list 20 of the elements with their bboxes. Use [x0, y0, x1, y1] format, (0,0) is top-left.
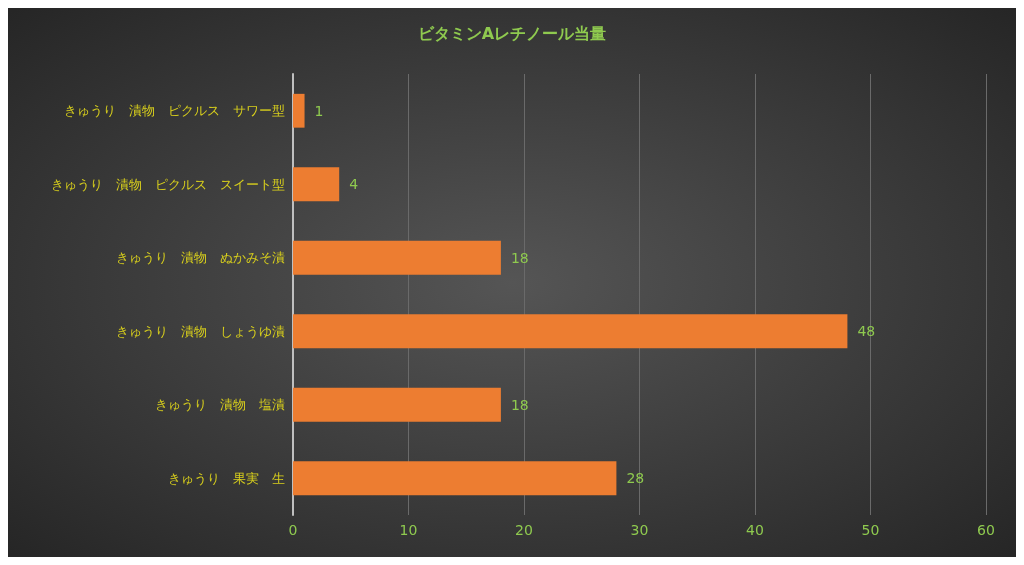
y-tick-label: きゅうり 漬物 塩漬: [155, 397, 285, 413]
y-tick-label: きゅうり 漬物 ピクルス サワー型: [64, 103, 285, 119]
y-tick-label: きゅうり 果実 生: [168, 470, 285, 486]
data-label: 18: [510, 249, 529, 266]
x-tick-label: 60: [977, 522, 995, 538]
x-tick-label: 30: [630, 522, 649, 538]
y-tick-label: きゅうり 漬物 ぬかみそ漬: [116, 250, 285, 266]
x-tick-label: 0: [288, 522, 298, 538]
data-label: 1: [314, 102, 324, 119]
chart-title: ビタミンAレチノール当量: [417, 23, 607, 43]
x-tick-label: 50: [861, 522, 880, 538]
data-label: 28: [626, 470, 645, 487]
y-tick-label: きゅうり 漬物 しょうゆ漬: [116, 323, 285, 339]
data-label: 18: [510, 396, 529, 413]
y-tick-label: きゅうり 漬物 ピクルス スイート型: [51, 176, 285, 192]
x-tick-label: 10: [399, 522, 418, 538]
x-tick-label: 40: [746, 522, 764, 538]
x-tick-label: 20: [515, 522, 533, 538]
data-label: 48: [857, 323, 876, 340]
data-label: 4: [349, 176, 359, 193]
